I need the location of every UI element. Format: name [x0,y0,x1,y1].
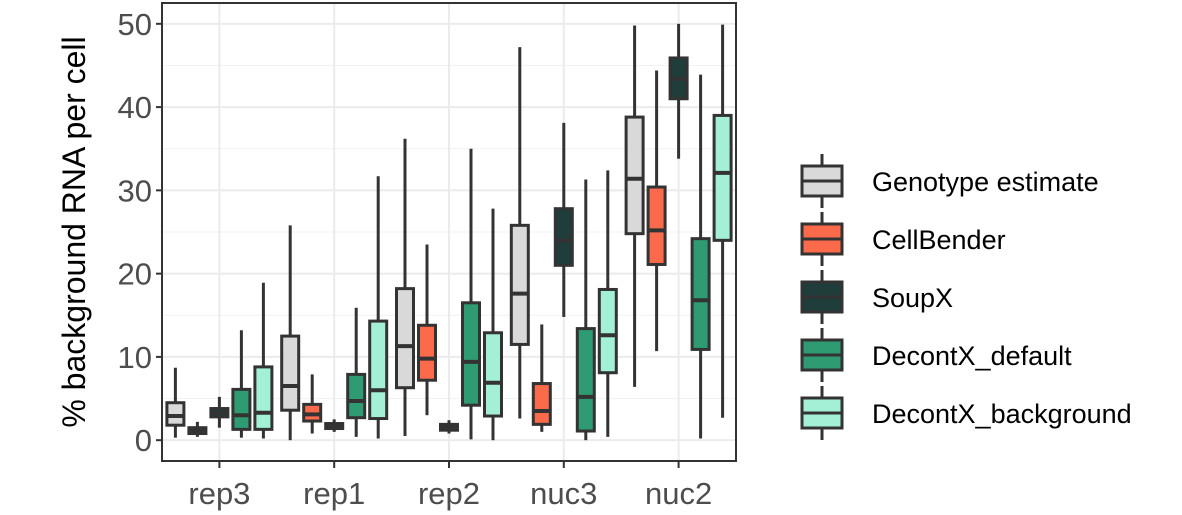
y-tick-label: 20 [118,257,152,292]
box-DecontX_default-rep1 [346,307,367,437]
legend-item-CellBender: CellBender [800,212,1006,266]
box-DecontX_default-rep3 [231,330,252,438]
x-tick-label: nuc2 [645,476,712,511]
legend-label: Genotype estimate [872,167,1099,197]
box-DecontX_background-rep2 [483,208,503,441]
box-body [253,365,274,431]
x-tick-label: rep3 [188,476,250,511]
box-DecontX_background-nuc3 [597,170,618,437]
box-SoupX-nuc2 [668,23,689,159]
y-tick-label: 0 [135,423,152,458]
y-tick-label: 30 [118,173,152,208]
box-body [280,334,301,412]
box-CellBender-rep2 [417,244,437,416]
box-body [553,207,574,267]
box-SoupX-rep1 [324,419,345,432]
y-tick-label: 50 [118,7,152,42]
box-Genotype estimate-nuc2 [624,25,645,387]
box-body [690,237,711,351]
legend-label: DecontX_background [872,399,1132,429]
box-body [346,372,367,420]
box-DecontX_default-nuc2 [690,74,711,439]
box-DecontX_background-rep3 [253,282,274,439]
legend-item-SoupX: SoupX [800,270,953,324]
box-SoupX-rep2 [439,420,459,434]
box-CellBender-rep1 [302,374,323,434]
box-body [231,387,252,431]
legend-label: DecontX_default [872,341,1072,371]
legend-item-DecontX_background: DecontX_background [800,386,1132,440]
box-body [575,327,596,433]
box-body [597,287,618,375]
box-body [509,223,530,346]
legend-label: SoupX [872,283,953,313]
y-tick-label: 40 [118,90,152,125]
legend-label: CellBender [872,225,1006,255]
box-body [165,401,186,427]
box-body [368,319,389,421]
box-Genotype estimate-nuc3 [509,47,530,419]
box-body [646,185,667,266]
box-DecontX_background-rep1 [368,176,389,439]
box-CellBender-nuc3 [531,324,552,432]
box-body [483,331,503,418]
box-Genotype estimate-rep3 [165,367,186,438]
y-axis-title: % background RNA per cell [56,36,92,427]
plot-boxes [165,23,733,441]
x-tick-label: nuc3 [530,476,597,511]
box-SoupX-rep3 [209,396,230,428]
box-body [531,382,552,426]
box-Genotype estimate-rep1 [280,225,301,441]
box-DecontX_default-rep2 [461,148,481,440]
x-tick-label: rep1 [303,476,365,511]
x-tick-label: rep2 [418,476,480,511]
box-body [417,323,437,382]
box-CellBender-nuc2 [646,70,667,352]
axes: 0 10 20 30 40 50 rep3 rep1 rep2 nuc3 nuc2 [118,7,713,511]
box-DecontX_background-nuc2 [712,24,733,418]
box-body [461,301,481,407]
box-CellBender-rep3 [187,421,208,437]
legend-item-Genotype estimate: Genotype estimate [800,154,1099,208]
box-SoupX-nuc3 [553,122,574,317]
box-body [395,287,415,390]
legend-item-DecontX_default: DecontX_default [800,328,1072,382]
y-tick-label: 10 [118,340,152,375]
box-Genotype estimate-rep2 [395,138,415,437]
box-body [624,115,645,236]
box-body [712,113,733,242]
legend: Genotype estimate CellBender SoupX DecontX_… [800,154,1132,440]
box-DecontX_default-nuc3 [575,179,596,441]
